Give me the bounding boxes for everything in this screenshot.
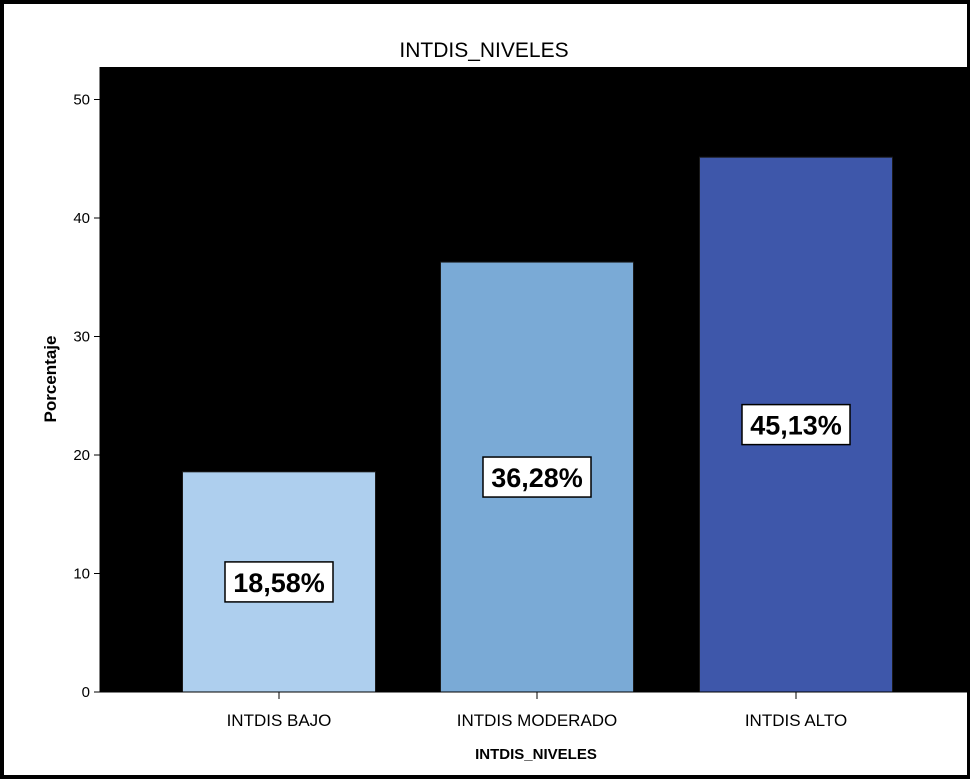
y-tick-label: 30 (73, 329, 90, 346)
data-label-box (482, 456, 592, 498)
data-label-1: 18,58% (224, 561, 334, 603)
y-axis-label: Porcentaje (41, 336, 60, 423)
y-tick-label: 50 (73, 92, 90, 109)
y-tick-label: 20 (73, 447, 90, 464)
data-label-text: 45,13% (750, 411, 842, 441)
data-label-box (741, 403, 851, 446)
x-tick-label: INTDIS BAJO (227, 711, 332, 730)
bar-chart: INTDIS_NIVELES 18,58% 36,28% 45,13% 0 10 20 3… (41, 39, 969, 763)
y-tick-label: 10 (73, 566, 90, 583)
data-label-text: 36,28% (491, 463, 583, 493)
x-axis-label: INTDIS_NIVELES (475, 746, 597, 763)
y-tick-label: 0 (82, 684, 90, 701)
x-tick-label: INTDIS MODERADO (457, 711, 618, 730)
data-label-3: 45,13% (741, 403, 851, 446)
x-tick-label: INTDIS ALTO (745, 711, 847, 730)
chart-title: INTDIS_NIVELES (399, 39, 568, 62)
data-label-2: 36,28% (482, 456, 592, 498)
data-label-text: 18,58% (233, 568, 325, 598)
data-label-box (224, 561, 334, 603)
y-tick-label: 40 (73, 210, 90, 227)
